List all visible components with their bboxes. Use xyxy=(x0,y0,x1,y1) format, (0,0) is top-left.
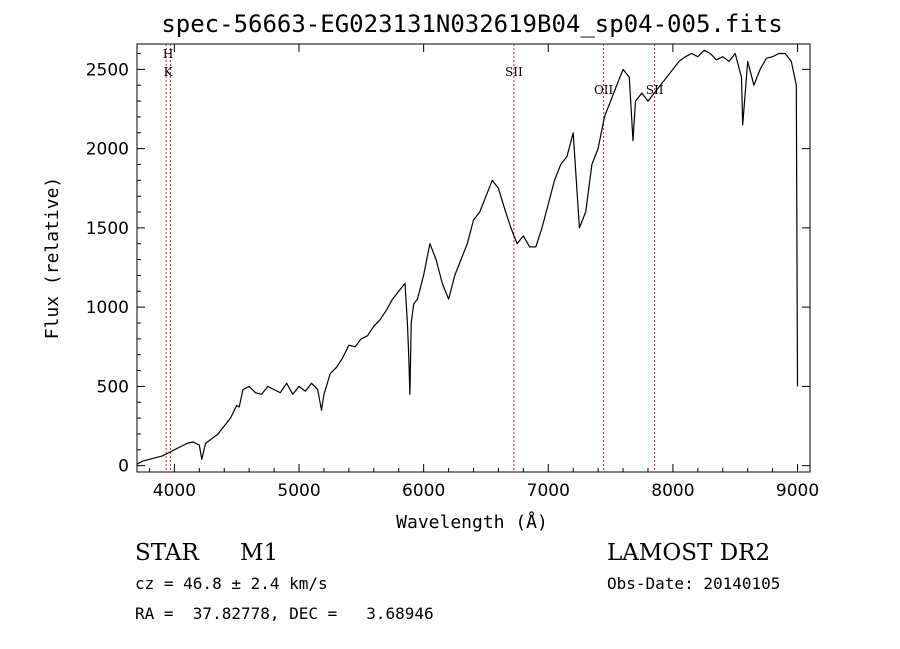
survey-name: LAMOST DR2 xyxy=(607,540,771,566)
y-tick-label: 500 xyxy=(97,377,129,397)
x-tick-label: 7000 xyxy=(527,481,570,501)
annotation-label: H xyxy=(163,47,173,61)
y-tick-label: 1000 xyxy=(86,298,129,318)
y-tick-label: 0 xyxy=(118,457,129,477)
x-tick-label: 6000 xyxy=(402,481,445,501)
plot-frame xyxy=(136,43,811,473)
y-tick-label: 2500 xyxy=(86,60,129,80)
chart-title: spec-56663-EG023131N032619B04_sp04-005.f… xyxy=(161,10,782,38)
redshift-line: cz = 46.8 ± 2.4 km/s xyxy=(135,574,328,593)
x-axis-ticks: 4000 5000 6000 7000 8000 9000 xyxy=(148,44,819,501)
annotation-label: OII xyxy=(594,83,614,97)
x-tick-label: 8000 xyxy=(651,481,694,501)
y-tick-label: 2000 xyxy=(86,140,129,160)
coordinates-line: RA = 37.82778, DEC = 3.68946 xyxy=(135,604,434,623)
series-0-line xyxy=(136,49,799,465)
object-class: STAR xyxy=(135,540,199,566)
y-axis-ticks: 0 500 1000 1500 2000 2500 xyxy=(86,53,810,477)
y-tick-label: 1500 xyxy=(86,219,129,239)
object-subclass: M1 xyxy=(240,540,279,566)
annotation-label: K xyxy=(164,65,174,79)
x-axis-label: Wavelength (Å) xyxy=(396,511,548,533)
annotation-label: SII xyxy=(505,65,523,79)
y-axis-label: Flux (relative) xyxy=(42,177,63,340)
x-tick-label: 4000 xyxy=(153,481,196,501)
x-tick-label: 5000 xyxy=(277,481,320,501)
x-tick-label: 9000 xyxy=(776,481,819,501)
obs-date-line: Obs-Date: 20140105 xyxy=(607,574,781,593)
